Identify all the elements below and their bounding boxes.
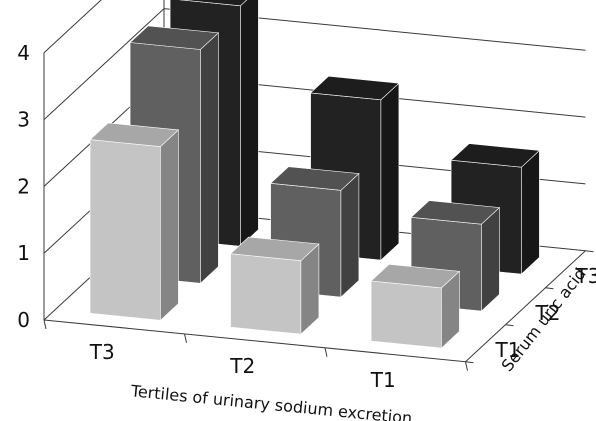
depth-tick-mark bbox=[545, 287, 554, 290]
bar-top-face bbox=[89, 122, 180, 147]
gridline bbox=[43, 0, 102, 54]
x-tick-label: T1 bbox=[370, 368, 396, 392]
bar-front-face bbox=[89, 139, 161, 321]
depth-tick-mark bbox=[465, 361, 474, 364]
bar-side-face bbox=[340, 172, 360, 298]
bar-top-face bbox=[370, 263, 461, 289]
bar-side-face bbox=[380, 82, 400, 261]
bar-side-face bbox=[160, 129, 179, 321]
bar-side-face bbox=[240, 0, 259, 247]
bars-layer bbox=[89, 0, 541, 349]
y-tick-label: 2 bbox=[17, 174, 30, 198]
bar-side-face bbox=[200, 32, 219, 284]
depth-tick-mark bbox=[505, 324, 514, 327]
bar-top-face bbox=[450, 143, 541, 168]
bar-front-face bbox=[370, 280, 442, 349]
x-tick-mark bbox=[184, 333, 187, 344]
bar-top-face bbox=[129, 25, 220, 50]
bar-T3-T1 bbox=[89, 122, 180, 321]
depth-tick-mark bbox=[585, 250, 594, 253]
bar-front-face bbox=[230, 253, 302, 335]
x-tick-mark bbox=[324, 347, 328, 357]
bar-top-face bbox=[410, 200, 501, 225]
x-tick-label: T2 bbox=[229, 354, 255, 378]
depth-tick-label: T2 bbox=[535, 301, 561, 325]
depth-tick-label: T3 bbox=[575, 264, 596, 288]
bar-side-face bbox=[521, 149, 540, 275]
depth-tick-label: T1 bbox=[495, 338, 521, 362]
y-tick-label: 0 bbox=[17, 308, 30, 332]
y-tick-label: 3 bbox=[17, 108, 30, 132]
bar-top-face bbox=[179, 0, 248, 7]
bar-T2-T1 bbox=[229, 236, 320, 335]
bar-side-face bbox=[481, 206, 500, 312]
x-tick-mark bbox=[43, 319, 47, 330]
bar-top-face bbox=[229, 236, 320, 262]
x-tick-mark bbox=[465, 361, 468, 371]
bar-top-face bbox=[309, 75, 400, 101]
bar-top-face bbox=[269, 166, 360, 191]
bar-T1-T1 bbox=[370, 263, 461, 349]
x-tick-label: T3 bbox=[89, 340, 115, 364]
y-tick-label: 4 bbox=[17, 41, 30, 65]
y-tick-label: 1 bbox=[17, 241, 30, 265]
